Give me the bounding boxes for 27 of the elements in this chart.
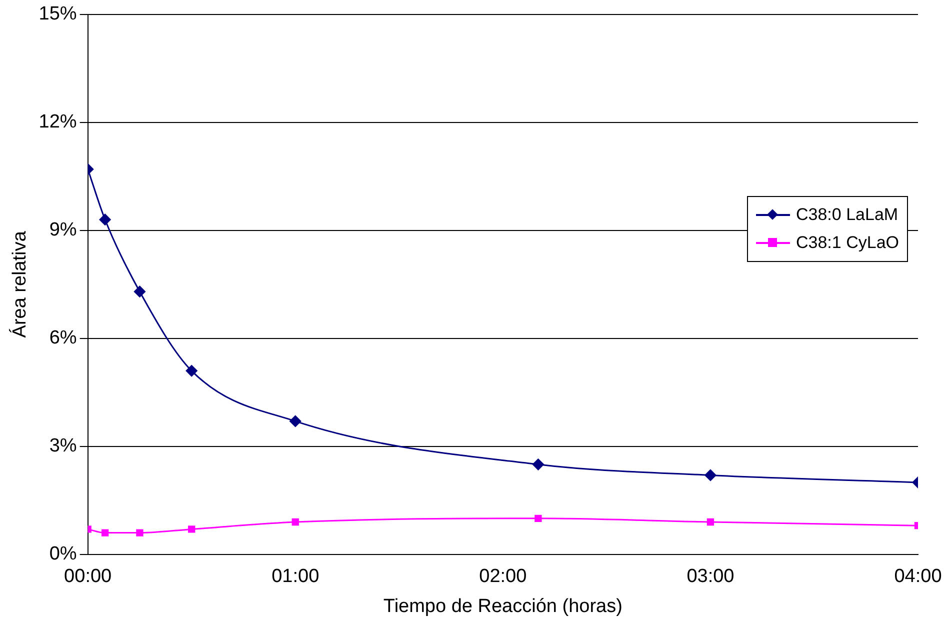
x-tick-label: 03:00 <box>686 566 734 588</box>
point <box>704 469 716 481</box>
point <box>534 514 542 522</box>
y-tick-label: 12% <box>38 112 77 133</box>
x-tick-label: 00:00 <box>64 566 112 588</box>
point <box>532 458 544 470</box>
point <box>186 365 198 377</box>
point <box>188 526 196 533</box>
point <box>101 529 109 536</box>
legend-label: C38:0 LaLaM <box>796 204 898 226</box>
y-tick-label: 9% <box>49 220 77 241</box>
point <box>134 286 146 298</box>
y-tick-label: 0% <box>49 544 77 565</box>
y-tick-label: 15% <box>38 4 77 25</box>
x-tick-label: 01:00 <box>272 566 320 588</box>
point <box>292 518 299 526</box>
point <box>290 415 302 427</box>
y-axis-title: Área relativa <box>8 230 31 338</box>
point <box>706 518 714 526</box>
y-tick-label: 6% <box>49 328 77 349</box>
x-tick-label: 04:00 <box>894 566 942 588</box>
x-axis-title: Tiempo de Reacción (horas) <box>383 596 622 617</box>
point <box>99 214 111 226</box>
legend-label: C38:1 CyLaO <box>796 232 899 254</box>
point <box>136 529 144 536</box>
y-tick-label: 3% <box>49 436 77 457</box>
x-tick-label: 02:00 <box>479 566 527 588</box>
